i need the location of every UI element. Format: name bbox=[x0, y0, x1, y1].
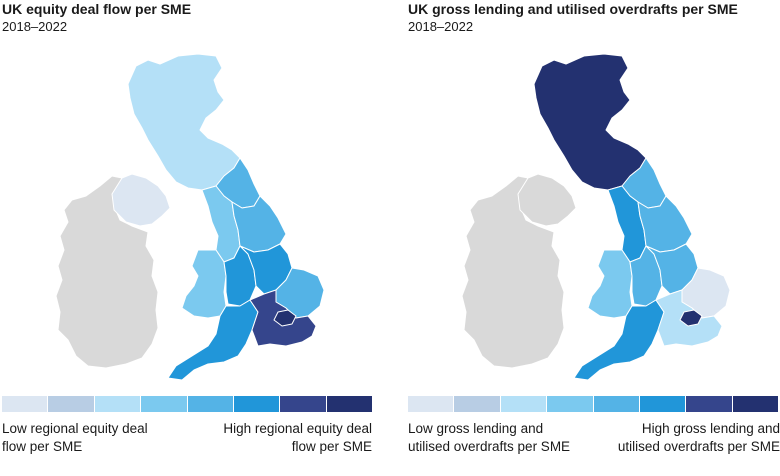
scotland-region bbox=[127, 53, 241, 191]
scotland-region bbox=[533, 53, 647, 191]
scale-swatch bbox=[48, 396, 95, 412]
legend-low-label: Low regional equity deal flow per SME bbox=[2, 421, 148, 454]
scale-swatch bbox=[280, 396, 327, 412]
scale-swatch bbox=[639, 396, 687, 412]
map-title: UK equity deal flow per SME bbox=[2, 1, 192, 17]
yorkshire-region bbox=[231, 195, 287, 253]
map-subtitle: 2018–2022 bbox=[2, 19, 68, 34]
color-scale bbox=[408, 396, 778, 412]
wales-region bbox=[587, 249, 633, 319]
scale-swatch bbox=[141, 396, 188, 412]
map-title: UK gross lending and utilised overdrafts… bbox=[408, 1, 738, 17]
scale-swatch bbox=[547, 396, 594, 412]
south-west-region bbox=[573, 299, 665, 380]
scale-swatch bbox=[500, 396, 548, 412]
legend-high-label: High regional equity deal flow per SME bbox=[223, 421, 372, 454]
uk-regions-map bbox=[461, 53, 731, 380]
scale-swatch bbox=[408, 396, 455, 412]
color-scale bbox=[2, 396, 372, 412]
scale-swatch bbox=[454, 396, 501, 412]
legend-low-label: Low gross lending and utilised overdraft… bbox=[408, 421, 571, 454]
scale-swatch bbox=[686, 396, 733, 412]
london-region bbox=[273, 309, 297, 327]
scale-swatch bbox=[732, 396, 778, 412]
ireland-region bbox=[55, 175, 159, 369]
london-region bbox=[679, 309, 703, 327]
west-midlands-region bbox=[629, 245, 663, 307]
scale-swatch bbox=[187, 396, 234, 412]
south-west-region bbox=[167, 299, 259, 380]
legend-high-label: High gross lending and utilised overdraf… bbox=[617, 421, 780, 454]
scale-swatch bbox=[233, 396, 281, 412]
scale-swatch bbox=[326, 396, 372, 412]
northern-ireland-region bbox=[517, 173, 577, 227]
yorkshire-region bbox=[637, 195, 693, 253]
wales-region bbox=[181, 249, 227, 319]
ireland-region bbox=[461, 175, 565, 369]
equity-panel: UK equity deal flow per SME 2018–2022 Lo… bbox=[2, 0, 374, 476]
map-subtitle: 2018–2022 bbox=[408, 19, 474, 34]
scale-swatch bbox=[94, 396, 142, 412]
scale-swatch bbox=[2, 396, 49, 412]
lending-panel: UK gross lending and utilised overdrafts… bbox=[408, 0, 780, 476]
west-midlands-region bbox=[223, 245, 257, 307]
uk-regions-map bbox=[55, 53, 325, 380]
scale-swatch bbox=[593, 396, 640, 412]
northern-ireland-region bbox=[111, 173, 171, 227]
